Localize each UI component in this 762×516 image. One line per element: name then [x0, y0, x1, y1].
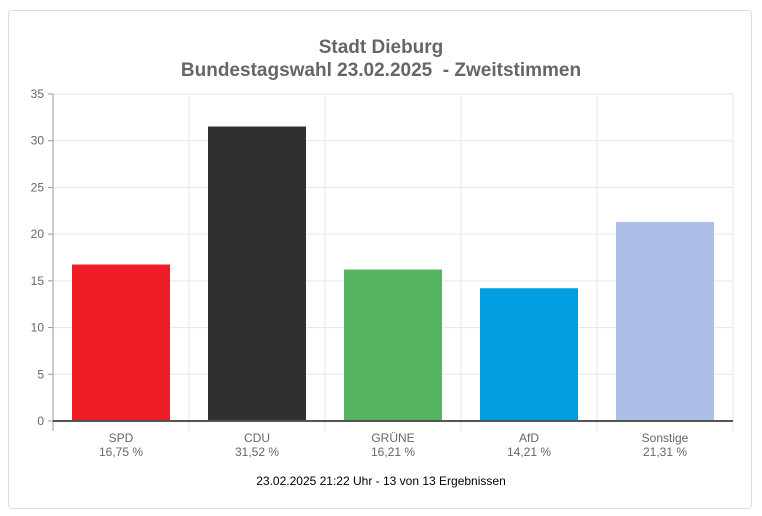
y-tick-label: 35	[31, 87, 45, 101]
bar-afd	[480, 288, 578, 421]
x-tick-label: Sonstige	[642, 431, 689, 445]
value-label: 14,21 %	[507, 445, 551, 459]
chart-footer: 23.02.2025 21:22 Uhr - 13 von 13 Ergebni…	[256, 474, 506, 488]
bar-spd	[72, 264, 170, 421]
x-tick-label: AfD	[519, 431, 539, 445]
x-tick-label: GRÜNE	[371, 431, 414, 445]
value-label: 21,31 %	[643, 445, 687, 459]
subtitle-line: Bundestagswahl 23.02.2025 - Zweitstimmen	[180, 60, 582, 81]
x-tick-label: SPD	[109, 431, 134, 445]
x-tick-label: CDU	[244, 431, 270, 445]
bar-cdu	[208, 126, 306, 421]
value-label: 16,75 %	[99, 445, 143, 459]
y-tick-label: 25	[31, 180, 45, 194]
bar-sonstige	[616, 221, 714, 421]
y-tick-label: 15	[31, 274, 45, 288]
y-tick-label: 5	[37, 367, 44, 381]
y-tick-label: 30	[31, 134, 45, 148]
value-label: 31,52 %	[235, 445, 279, 459]
bar-grüne	[344, 269, 442, 421]
y-tick-label: 20	[31, 227, 45, 241]
chart-title: Stadt Dieburg Bundestagswahl 23.02.2025 …	[0, 36, 762, 82]
y-tick-label: 10	[31, 321, 45, 335]
value-label: 16,21 %	[371, 445, 415, 459]
y-tick-label: 0	[37, 414, 44, 428]
title-line: Stadt Dieburg	[318, 37, 444, 58]
chart-card	[8, 10, 752, 509]
